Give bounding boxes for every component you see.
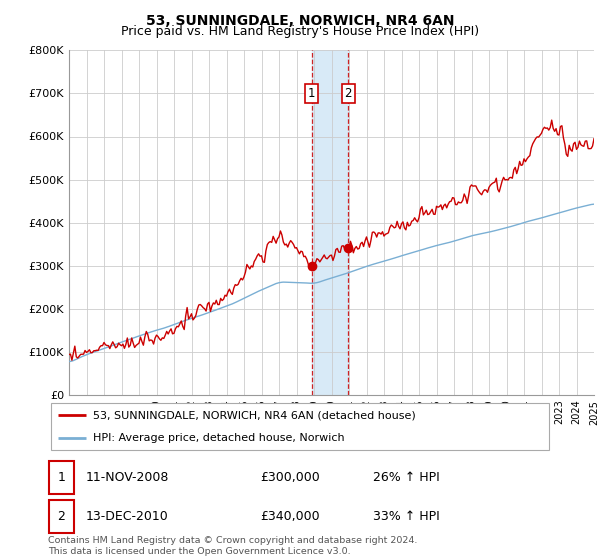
Text: £340,000: £340,000 (260, 510, 320, 523)
Text: £300,000: £300,000 (260, 471, 320, 484)
Text: Contains HM Land Registry data © Crown copyright and database right 2024.
This d: Contains HM Land Registry data © Crown c… (48, 536, 418, 556)
Text: 1: 1 (58, 471, 65, 484)
Text: 53, SUNNINGDALE, NORWICH, NR4 6AN (detached house): 53, SUNNINGDALE, NORWICH, NR4 6AN (detac… (94, 410, 416, 421)
Text: HPI: Average price, detached house, Norwich: HPI: Average price, detached house, Norw… (94, 433, 345, 443)
Text: 33% ↑ HPI: 33% ↑ HPI (373, 510, 440, 523)
Text: 11-NOV-2008: 11-NOV-2008 (86, 471, 169, 484)
Text: Price paid vs. HM Land Registry's House Price Index (HPI): Price paid vs. HM Land Registry's House … (121, 25, 479, 38)
Bar (312, 50, 349, 395)
FancyBboxPatch shape (50, 403, 550, 450)
FancyBboxPatch shape (49, 461, 74, 494)
FancyBboxPatch shape (49, 500, 74, 533)
Text: 26% ↑ HPI: 26% ↑ HPI (373, 471, 440, 484)
Text: 13-DEC-2010: 13-DEC-2010 (86, 510, 169, 523)
Text: 53, SUNNINGDALE, NORWICH, NR4 6AN: 53, SUNNINGDALE, NORWICH, NR4 6AN (146, 14, 454, 28)
Text: 2: 2 (58, 510, 65, 523)
Text: 1: 1 (308, 87, 316, 100)
Text: 2: 2 (344, 87, 352, 100)
